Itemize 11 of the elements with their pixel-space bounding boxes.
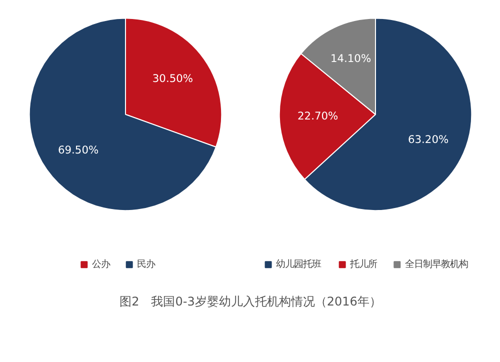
data-label: 14.10% bbox=[330, 52, 372, 65]
data-label: 22.70% bbox=[298, 110, 338, 123]
caption: 图2 我国0-3岁婴幼儿入托机构情况（2016年） bbox=[120, 294, 382, 308]
legend-label: 公办 bbox=[92, 259, 110, 270]
data-label: 30.50% bbox=[152, 72, 194, 86]
data-label: 63.20% bbox=[408, 132, 449, 146]
legend-label: 全日制早教机构 bbox=[404, 259, 468, 270]
legend-label: 托儿所 bbox=[349, 259, 378, 270]
data-label: 69.50% bbox=[58, 144, 99, 157]
legend-label: 民办 bbox=[137, 259, 156, 270]
legend-label: 幼儿园托班 bbox=[276, 259, 321, 270]
